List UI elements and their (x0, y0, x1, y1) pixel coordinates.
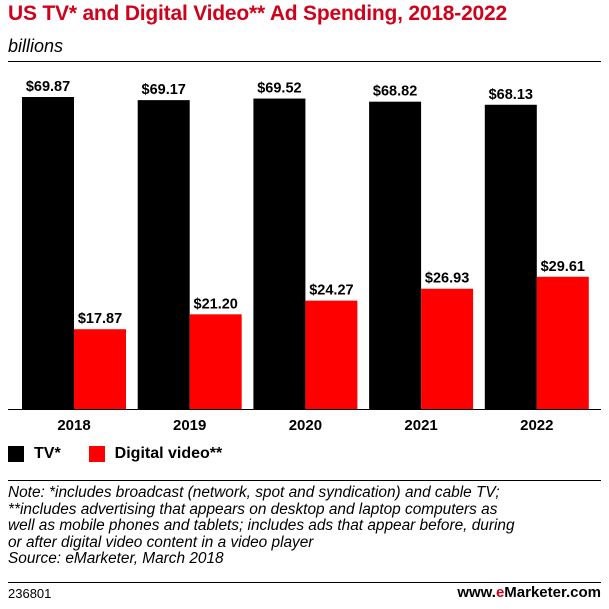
brand-suffix: Marketer.com (504, 584, 601, 601)
legend-swatch-digital (88, 446, 105, 462)
data-label-digital-2021: $26.93 (425, 271, 469, 287)
data-label-digital-2018: $17.87 (78, 311, 122, 327)
note-line-4: or after digital video content in a vide… (8, 533, 314, 551)
brand-prefix: www. (457, 584, 496, 601)
note-line-1: Note: *includes broadcast (network, spot… (8, 484, 500, 501)
bar-chart: $69.87 $17.87 2018 $69.17 $21.20 2019 $69.52 $2… (8, 79, 601, 434)
bar-digital-2020 (305, 300, 358, 409)
chart-notes: Note: *includes broadcast (network, spot… (8, 484, 603, 568)
footer-rule (8, 582, 601, 583)
note-line-2: **includes advertising that appears on d… (8, 500, 498, 518)
legend-label-tv: TV* (34, 445, 61, 462)
bar-digital-2018 (74, 329, 126, 409)
data-label-tv-2019: $69.17 (142, 82, 186, 98)
bar-tv-2022 (484, 104, 537, 409)
data-label-tv-2018: $69.87 (26, 79, 70, 95)
data-label-digital-2020: $24.27 (309, 283, 353, 299)
data-label-tv-2020: $69.52 (257, 81, 301, 97)
bar-tv-2020 (253, 98, 306, 410)
x-tick-label-2019: 2019 (173, 417, 206, 434)
bar-digital-2022 (536, 276, 589, 409)
brand-e: e (495, 584, 505, 601)
x-tick-label-2022: 2022 (520, 417, 553, 434)
data-label-digital-2019: $21.20 (194, 296, 238, 312)
chart-legend: TV* Digital video** (8, 445, 250, 463)
legend-swatch-tv (8, 446, 24, 462)
legend-item-digital: Digital video** (88, 445, 223, 463)
chart-title: US TV* and Digital Video** Ad Spending, … (8, 2, 507, 25)
bar-digital-2021 (421, 288, 474, 409)
bar-tv-2021 (369, 101, 422, 409)
note-line-3: well as mobile phones and tablets; inclu… (8, 517, 515, 534)
data-label-tv-2021: $68.82 (373, 84, 417, 100)
x-tick-label-2021: 2021 (404, 417, 437, 434)
data-label-digital-2022: $29.61 (541, 259, 585, 275)
chart-subtitle: billions (8, 36, 64, 56)
notes-rule (8, 480, 601, 481)
x-tick-label-2020: 2020 (289, 417, 322, 434)
chart-id: 236801 (8, 586, 52, 601)
brand-logo: www.eMarketer.com (457, 584, 601, 601)
legend-label-digital: Digital video** (114, 445, 223, 462)
top-rule (8, 61, 601, 62)
bar-digital-2019 (189, 314, 242, 409)
legend-item-tv: TV* (8, 445, 61, 463)
data-label-tv-2022: $68.13 (489, 87, 533, 103)
bar-tv-2018 (22, 97, 74, 409)
bar-tv-2019 (137, 100, 190, 410)
x-tick-label-2018: 2018 (57, 417, 90, 434)
note-source: Source: eMarketer, March 2018 (8, 550, 224, 567)
